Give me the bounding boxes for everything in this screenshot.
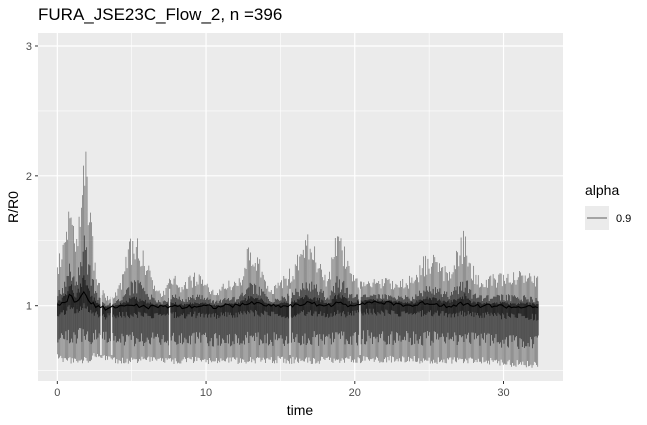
x-tick-label: 20 [349, 387, 361, 399]
traces [56, 151, 539, 368]
trace-core [57, 275, 539, 321]
x-tick-label: 10 [200, 387, 212, 399]
x-tick-label: 30 [497, 387, 509, 399]
y-axis-label: R/R0 [5, 191, 21, 223]
x-tick-label: 0 [54, 387, 60, 399]
trace-gap [100, 288, 102, 356]
mean-trace [57, 290, 538, 311]
grid-minor [38, 33, 563, 381]
x-axis: 0 10 20 30 [54, 381, 510, 399]
y-axis: 1 2 3 [26, 41, 38, 313]
chart-title: FURA_JSE23C_Flow_2, n =396 [38, 5, 282, 24]
y-tick-label: 1 [26, 301, 32, 313]
trace-gap [289, 288, 291, 356]
y-tick-label: 3 [26, 41, 32, 53]
trace-gap [168, 288, 171, 356]
y-tick-label: 2 [26, 171, 32, 183]
legend: alpha 0.9 [585, 182, 631, 230]
x-axis-label: time [287, 402, 314, 418]
trace-body [57, 235, 539, 350]
trace-gap [359, 288, 361, 356]
mean-line [57, 290, 538, 311]
legend-title: alpha [585, 182, 619, 198]
trace-gap [110, 288, 113, 356]
legend-label: 0.9 [616, 213, 631, 225]
